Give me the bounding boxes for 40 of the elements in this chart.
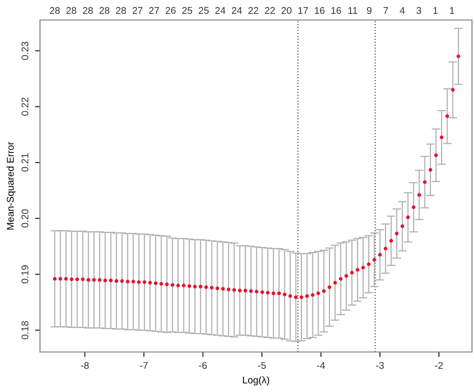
x-tick-label: -7 <box>140 362 148 369</box>
text: 9 <box>366 7 372 14</box>
y-tick-label: 0.19 <box>21 265 28 284</box>
text: 24 <box>215 7 226 14</box>
text: 24 <box>232 7 242 14</box>
x-axis-title: Log(λ) <box>243 376 270 386</box>
y-tick-label: 0.20 <box>21 209 28 228</box>
text: 4 <box>400 7 405 14</box>
text: 3 <box>416 7 422 14</box>
x-tick-label: -5 <box>258 362 266 369</box>
y-tick-label: 0.18 <box>21 321 28 340</box>
x-tick-label: -6 <box>198 362 207 369</box>
text: 1 <box>433 7 438 14</box>
text: 16 <box>331 7 342 14</box>
y-axis-title: Mean-Squared Error <box>6 142 16 230</box>
text: 28 <box>50 7 60 14</box>
text: 11 <box>348 7 358 14</box>
y-tick-label: 0.21 <box>21 154 28 172</box>
text: 22 <box>248 7 258 14</box>
text: 16 <box>314 7 325 14</box>
text: 20 <box>282 7 292 14</box>
text: 7 <box>384 7 388 14</box>
text: 27 <box>132 7 142 14</box>
text: 25 <box>182 7 192 14</box>
text: 17 <box>298 7 308 14</box>
text: 26 <box>166 7 176 14</box>
x-tick-label: -8 <box>80 362 89 369</box>
text: 27 <box>149 7 159 14</box>
text: 25 <box>198 7 209 14</box>
y-tick-label: 0.22 <box>21 98 28 116</box>
text: 28 <box>66 7 76 14</box>
text: 28 <box>99 7 110 14</box>
x-tick-label: -4 <box>317 362 325 369</box>
text: 1 <box>450 7 454 14</box>
y-tick-label: 0.23 <box>21 42 28 60</box>
x-tick-label: -3 <box>376 362 384 369</box>
text: 28 <box>82 7 93 14</box>
text: 28 <box>116 7 126 14</box>
x-tick-label: -2 <box>435 362 443 369</box>
text: 22 <box>264 7 275 14</box>
